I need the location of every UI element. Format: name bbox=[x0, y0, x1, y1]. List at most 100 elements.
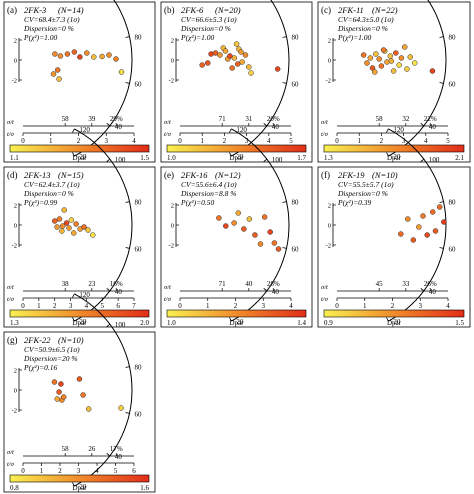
sample-count: (N=14) bbox=[58, 5, 84, 15]
grain-point bbox=[407, 54, 414, 60]
radial-tick-label: 20 bbox=[79, 483, 87, 491]
radial-tick-label: 60 bbox=[134, 80, 142, 88]
sample-count: (N=12) bbox=[215, 170, 241, 180]
grain-point bbox=[231, 55, 238, 61]
x-tick-label: 7 bbox=[132, 302, 136, 310]
colorbar-title: Dpar bbox=[387, 154, 402, 162]
y-tick-label: 0 bbox=[14, 223, 17, 230]
radial-tick-label: 60 bbox=[291, 80, 299, 88]
panel-letter: (e) bbox=[164, 170, 174, 180]
x-tick-label: 1 bbox=[49, 137, 53, 145]
sample-count: (N=10) bbox=[372, 170, 398, 180]
radial-tick bbox=[125, 247, 130, 249]
precision-tick-label: 32 bbox=[402, 115, 410, 123]
radial-tick-label: 20 bbox=[393, 153, 401, 161]
sample-count: (N=20) bbox=[215, 5, 241, 15]
central-value: CV=64.3±5.0 (1σ) bbox=[338, 15, 394, 24]
grain-point bbox=[76, 376, 83, 382]
radial-tick bbox=[420, 288, 425, 292]
grain-point bbox=[56, 216, 63, 222]
radial-tick bbox=[263, 158, 268, 162]
grain-point bbox=[376, 56, 382, 62]
grain-point bbox=[234, 61, 241, 67]
x-tick-label: 3 bbox=[262, 302, 266, 310]
grain-point bbox=[106, 52, 112, 58]
radial-tick-label: 120 bbox=[79, 291, 90, 299]
grain-point bbox=[364, 60, 370, 66]
sample-title: 2FK-3 bbox=[24, 5, 46, 15]
panel-border bbox=[317, 166, 471, 328]
grain-point bbox=[227, 53, 233, 59]
grain-point bbox=[360, 52, 367, 58]
panel-letter: (d) bbox=[7, 170, 18, 180]
x-axis-label: t/σ bbox=[7, 131, 15, 138]
colorbar-min-label: 1.0 bbox=[167, 319, 176, 327]
x-tick-label: 2 bbox=[77, 137, 81, 145]
x-tick-label: 3 bbox=[105, 137, 109, 145]
grain-point bbox=[424, 232, 430, 238]
radial-tick bbox=[72, 293, 75, 298]
radial-tick bbox=[125, 36, 130, 38]
grain-point bbox=[60, 394, 67, 400]
dpar-colorbar bbox=[323, 144, 465, 153]
radial-tick bbox=[72, 482, 75, 487]
sample-title: 2FK-16 bbox=[181, 170, 208, 180]
radial-tick-label: 60 bbox=[448, 245, 456, 253]
grain-point bbox=[404, 66, 410, 72]
grain-point bbox=[411, 60, 418, 66]
y-tick-label: -2 bbox=[12, 408, 17, 415]
grain-point bbox=[420, 213, 426, 219]
precision-tick-label: 58 bbox=[62, 115, 70, 123]
radial-tick-label: 80 bbox=[291, 199, 299, 207]
grain-point bbox=[223, 223, 229, 229]
x-tick-label: 4 bbox=[424, 137, 428, 145]
grain-point bbox=[398, 231, 404, 237]
radial-tick bbox=[282, 36, 287, 38]
grain-point bbox=[77, 54, 83, 60]
x-tick-label: 0 bbox=[21, 137, 25, 145]
sample-title: 2FK-22 bbox=[24, 335, 51, 345]
grain-point bbox=[81, 224, 87, 230]
x-tick-label: 2 bbox=[53, 302, 57, 310]
p-chi-square: P(χ²)=0.99 bbox=[23, 198, 58, 207]
p-chi-square: P(χ²)=1.00 bbox=[337, 33, 372, 42]
grain-point bbox=[222, 48, 229, 54]
radial-tick bbox=[125, 82, 130, 84]
y-tick-label: 0 bbox=[171, 223, 174, 230]
radial-tick bbox=[386, 152, 389, 157]
radial-tick bbox=[439, 201, 444, 203]
panel-letter: (b) bbox=[164, 5, 175, 15]
grain-point bbox=[248, 70, 254, 76]
panel-letter: (a) bbox=[7, 5, 17, 15]
precision-tick-label: 58 bbox=[62, 445, 70, 453]
radial-tick bbox=[386, 128, 389, 133]
radial-age-arc bbox=[388, 0, 447, 157]
central-value: CV=55.5±5.7 (1σ) bbox=[338, 180, 394, 189]
radial-tick-label: 80 bbox=[291, 34, 299, 42]
central-value: CV=55.6±6.4 (1σ) bbox=[181, 180, 237, 189]
radial-tick bbox=[125, 412, 130, 414]
radial-tick-label: 120 bbox=[393, 126, 404, 134]
grain-point bbox=[54, 396, 60, 402]
panel-e: (e) 2FK-16 (N=12)CV=55.6±6.4 (1σ)Dispersio… bbox=[160, 126, 313, 328]
precision-tick-label: 20% bbox=[267, 115, 280, 123]
radial-tick-label: 40 bbox=[115, 453, 123, 461]
precision-tick-label: 31 bbox=[245, 115, 253, 123]
precision-tick-label: 26% bbox=[424, 280, 437, 288]
y-tick-label: 0 bbox=[328, 223, 331, 230]
p-chi-square: P(χ²)=0.50 bbox=[180, 198, 215, 207]
radial-tick-label: 20 bbox=[393, 318, 401, 326]
radial-tick bbox=[439, 247, 444, 249]
dpar-colorbar bbox=[323, 309, 465, 318]
grain-point bbox=[84, 50, 90, 56]
x-axis-label: t/σ bbox=[321, 131, 329, 138]
x-tick-label: 5 bbox=[101, 302, 105, 310]
grain-point bbox=[238, 49, 244, 55]
central-value: CV=68.4±7.3 (1σ) bbox=[24, 15, 80, 24]
grain-point bbox=[242, 52, 249, 58]
radial-age-arc bbox=[74, 0, 133, 157]
y-tick-label: -2 bbox=[169, 243, 174, 250]
grain-point bbox=[271, 240, 278, 246]
grain-point bbox=[384, 59, 390, 65]
grain-point bbox=[393, 50, 399, 56]
